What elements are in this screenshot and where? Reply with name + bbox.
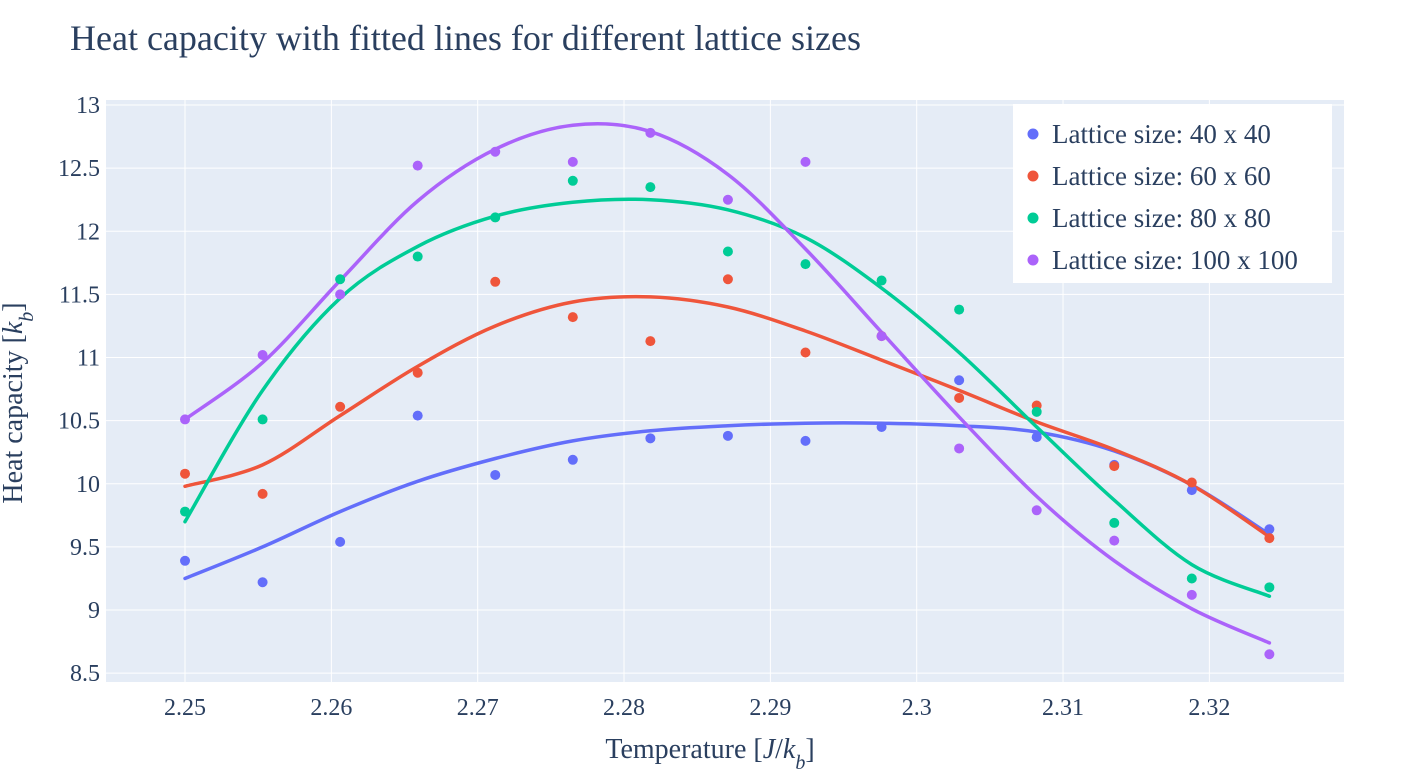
data-point-series-2 (800, 347, 811, 358)
chart-title: Heat capacity with fitted lines for diff… (70, 18, 861, 58)
y-tick-labels: 8.5 9 9.5 10 10.5 11 11.5 12 12.5 13 (58, 93, 100, 687)
fit-line-series-4 (183, 121, 1272, 645)
data-point-series-2 (490, 276, 501, 287)
data-point-series-2 (1264, 533, 1275, 544)
data-point-series-1 (1186, 485, 1197, 496)
legend-marker (1027, 212, 1039, 224)
data-point-series-1 (335, 536, 346, 547)
y-axis-title: Heat capacity [kb] (0, 302, 38, 503)
y-tick-label: 11.5 (59, 282, 100, 308)
x-tick-label: 2.3 (902, 695, 932, 721)
data-point-series-1 (567, 454, 578, 465)
data-point-series-3 (1264, 582, 1275, 593)
y-tick-label: 8.5 (70, 661, 100, 687)
data-point-series-4 (412, 160, 423, 171)
data-point-series-4 (1264, 649, 1275, 660)
data-point-series-4 (645, 127, 656, 138)
data-point-series-1 (954, 375, 965, 386)
data-point-series-4 (257, 350, 268, 361)
data-point-series-1 (257, 577, 268, 588)
data-point-series-3 (335, 274, 346, 285)
data-point-series-2 (412, 367, 423, 378)
fit-line-series-1 (183, 421, 1272, 581)
data-point-series-1 (1264, 524, 1275, 535)
data-point-series-3 (180, 506, 191, 517)
y-tick-label: 11 (77, 346, 100, 372)
x-tick-label: 2.26 (310, 695, 352, 721)
data-point-series-3 (490, 212, 501, 223)
data-point-series-2 (954, 392, 965, 403)
legend-box (1013, 104, 1332, 283)
legend-marker (1027, 170, 1039, 182)
data-point-series-1 (645, 433, 656, 444)
x-axis-title: Temperature [J/kb] (605, 734, 814, 773)
data-point-series-4 (1109, 535, 1120, 546)
legend-marker (1027, 254, 1039, 266)
y-tick-label: 12.5 (58, 156, 100, 182)
data-point-series-3 (1109, 517, 1120, 528)
legend-item-4[interactable]: Lattice size: 100 x 100 (1027, 245, 1298, 275)
legend-label: Lattice size: 40 x 40 (1052, 119, 1271, 149)
data-point-series-4 (180, 414, 191, 425)
data-point-series-4 (335, 289, 346, 300)
y-tick-label: 10 (76, 472, 100, 498)
data-point-series-3 (876, 275, 887, 286)
data-point-series-3 (645, 182, 656, 193)
x-tick-label: 2.32 (1188, 695, 1230, 721)
legend-label: Lattice size: 100 x 100 (1052, 245, 1298, 275)
x-tick-label: 2.27 (457, 695, 499, 721)
y-tick-label: 9.5 (70, 535, 100, 561)
data-point-series-1 (722, 430, 733, 441)
legend-item-1[interactable]: Lattice size: 40 x 40 (1027, 119, 1271, 149)
data-point-series-3 (567, 175, 578, 186)
data-point-series-1 (876, 421, 887, 432)
legend-label: Lattice size: 80 x 80 (1052, 203, 1271, 233)
data-point-series-1 (180, 555, 191, 566)
data-point-series-2 (335, 401, 346, 412)
data-point-series-2 (257, 488, 268, 499)
data-point-series-1 (490, 469, 501, 480)
legend-label: Lattice size: 60 x 60 (1052, 161, 1271, 191)
data-point-series-4 (722, 194, 733, 205)
data-point-series-1 (412, 410, 423, 421)
x-tick-label: 2.31 (1042, 695, 1084, 721)
y-tick-label: 10.5 (58, 409, 100, 435)
data-point-series-2 (1186, 477, 1197, 488)
x-tick-label: 2.29 (749, 695, 791, 721)
legend-marker (1027, 128, 1039, 140)
data-point-series-4 (876, 331, 887, 342)
data-point-series-2 (645, 336, 656, 347)
x-tick-label: 2.25 (164, 695, 206, 721)
data-point-series-3 (800, 259, 811, 270)
data-point-series-3 (1186, 573, 1197, 584)
data-point-series-2 (1109, 461, 1120, 472)
data-point-series-1 (800, 435, 811, 446)
y-tick-label: 13 (76, 93, 100, 119)
data-point-series-3 (412, 251, 423, 262)
legend[interactable]: Lattice size: 40 x 40 Lattice size: 60 x … (1013, 104, 1332, 283)
data-point-series-2 (180, 468, 191, 479)
data-point-series-3 (1031, 406, 1042, 417)
data-point-series-3 (722, 246, 733, 257)
data-point-series-4 (567, 156, 578, 167)
legend-item-2[interactable]: Lattice size: 60 x 60 (1027, 161, 1271, 191)
data-point-series-2 (722, 274, 733, 285)
y-tick-label: 9 (88, 598, 100, 624)
data-point-series-4 (800, 156, 811, 167)
data-point-series-4 (954, 443, 965, 454)
data-point-series-4 (1186, 589, 1197, 600)
data-point-series-3 (257, 414, 268, 425)
data-point-series-4 (1031, 505, 1042, 516)
data-point-series-2 (567, 312, 578, 323)
legend-item-3[interactable]: Lattice size: 80 x 80 (1027, 203, 1271, 233)
fit-line-series-2 (183, 294, 1272, 539)
data-point-series-3 (954, 304, 965, 315)
x-tick-labels: 2.25 2.26 2.27 2.28 2.29 2.3 2.31 2.32 (164, 695, 1230, 721)
data-points (180, 127, 1275, 660)
y-tick-label: 12 (76, 219, 100, 245)
x-tick-label: 2.28 (603, 695, 645, 721)
data-point-series-4 (490, 146, 501, 157)
data-point-series-1 (1031, 432, 1042, 443)
